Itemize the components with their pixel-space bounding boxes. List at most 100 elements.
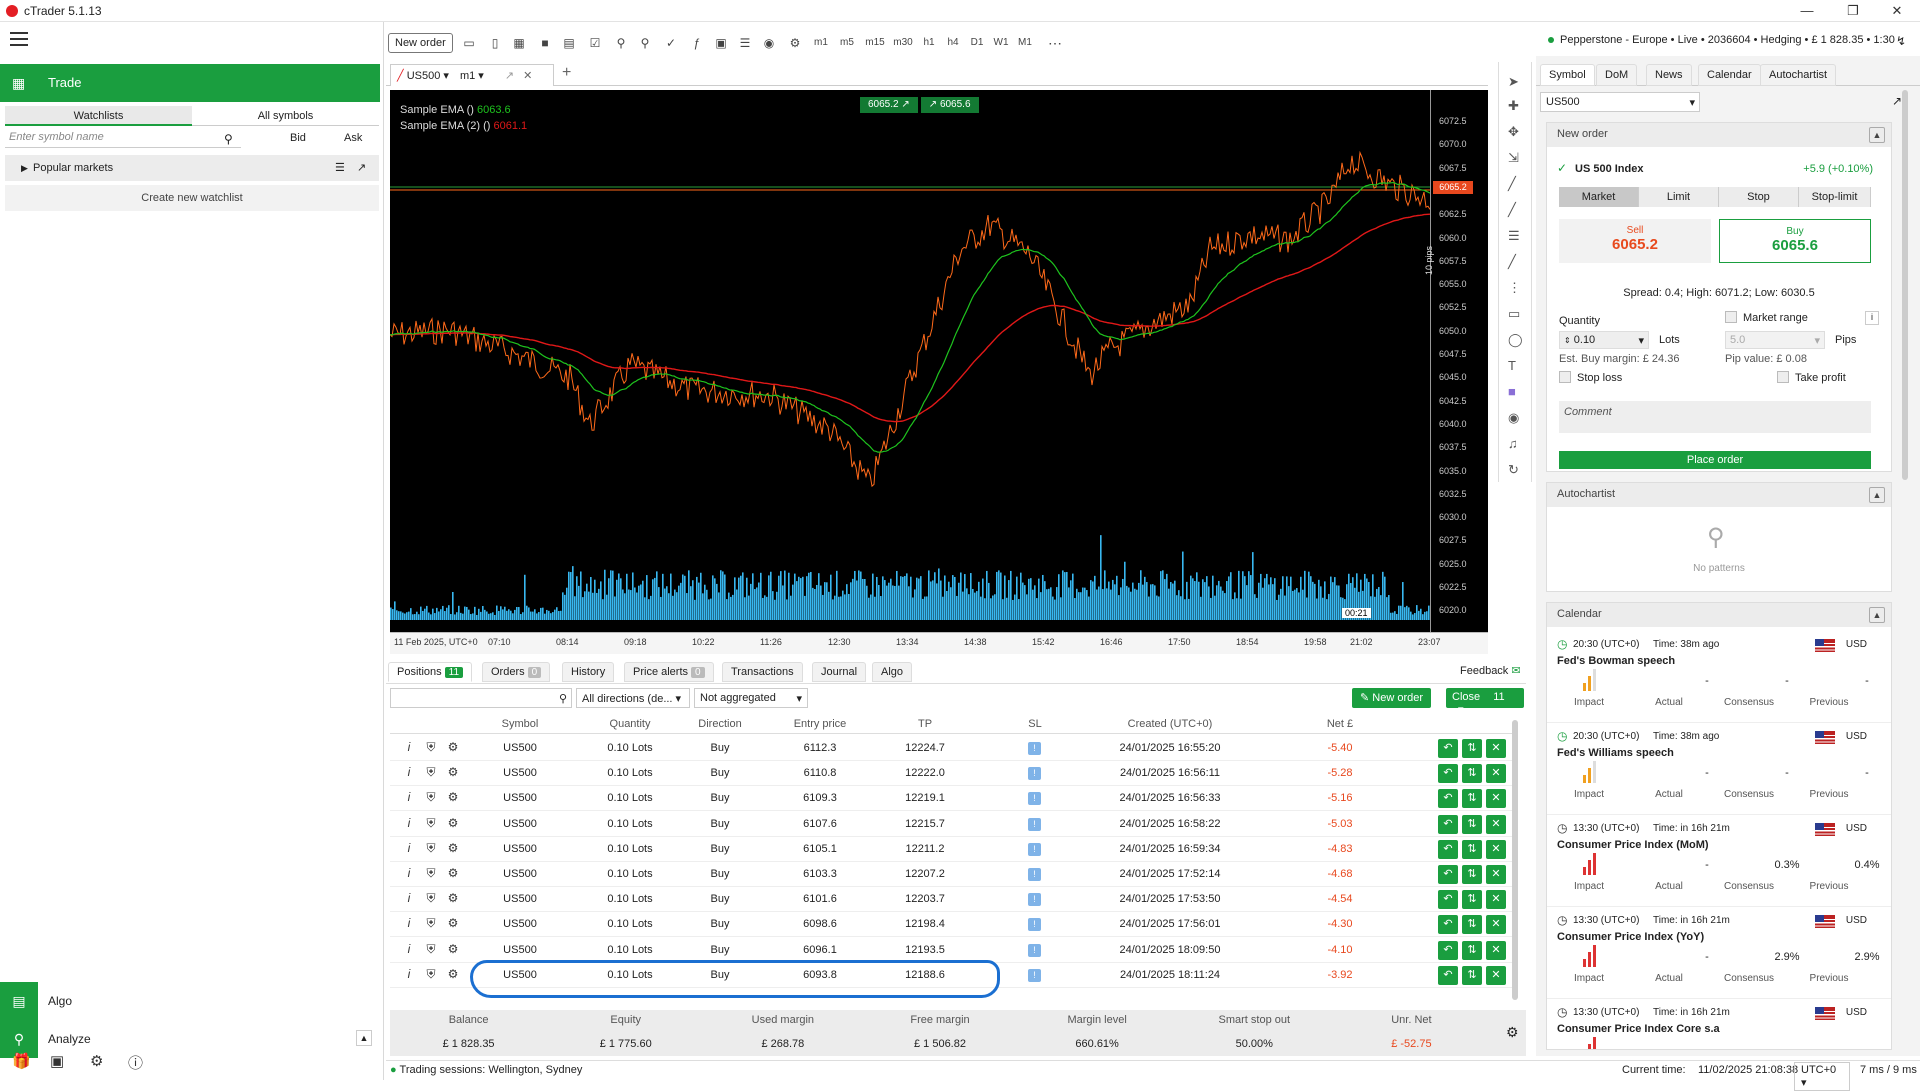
tab-algo[interactable]: Algo — [872, 662, 913, 682]
chart-buy-button[interactable]: ↗ 6065.6 — [920, 97, 979, 113]
pips-input[interactable]: 5.0 ▾ — [1725, 331, 1825, 349]
position-row[interactable]: i ⛨ ⚙ US500 0.10 Lots Buy 6107.6 12215.7 24/01/2… — [390, 812, 1514, 837]
tab-transactions[interactable]: Transactions — [722, 662, 803, 682]
tf-d1[interactable]: D1 — [970, 37, 984, 48]
reverse-position-button[interactable]: ↶ — [1438, 940, 1458, 960]
wallet-icon[interactable]: ▣ — [50, 1053, 65, 1070]
info-icon[interactable]: i — [1865, 311, 1879, 325]
shield-icon[interactable]: ⛨ — [426, 790, 436, 805]
info-icon[interactable]: i — [407, 765, 411, 780]
feedback-button[interactable]: Feedback ✉ — [1460, 664, 1521, 677]
position-row[interactable]: i ⛨ ⚙ US500 0.10 Lots Buy 6112.3 12224.7 24/01/2… — [390, 736, 1514, 761]
shield-icon[interactable]: ⛨ — [426, 740, 436, 754]
close-position-button[interactable]: ✕ — [1486, 764, 1506, 784]
eye-icon[interactable]: ◉ — [763, 36, 775, 50]
price-scale[interactable]: 6072.56070.06067.56065.06062.56060.06057… — [1424, 90, 1488, 632]
collapse-icon[interactable]: ▲ — [1869, 607, 1885, 623]
settings-gear-icon[interactable]: ⚙ — [90, 1053, 104, 1070]
sl-warning-icon[interactable]: ! — [1028, 893, 1041, 907]
tab-price-alerts[interactable]: Price alerts 0 — [624, 662, 714, 682]
reverse-position-button[interactable]: ↶ — [1438, 839, 1458, 859]
double-position-button[interactable]: ⇅ — [1462, 865, 1482, 884]
double-position-button[interactable]: ⇅ — [1462, 739, 1482, 758]
reverse-position-button[interactable]: ↶ — [1438, 865, 1458, 884]
algo-nav[interactable]: ▤ Algo — [0, 982, 380, 1020]
positions-new-order-button[interactable]: ✎ New order — [1352, 688, 1432, 708]
popular-markets-group[interactable]: ▶ Popular markets ☰ ↗ — [5, 155, 379, 181]
camera-icon[interactable]: ◉ — [1508, 410, 1520, 425]
gear-icon[interactable]: ⚙ — [447, 966, 459, 981]
shield-icon[interactable]: ⛨ — [426, 916, 436, 931]
zoom-in-icon[interactable]: ⚲ — [640, 36, 650, 50]
tf-m15[interactable]: m15 — [865, 37, 885, 48]
layers-icon[interactable]: ☰ — [739, 36, 751, 50]
stop-loss-checkbox[interactable] — [1559, 371, 1571, 383]
sl-warning-icon[interactable]: ! — [1028, 742, 1041, 755]
sl-warning-icon[interactable]: ! — [1028, 817, 1041, 831]
list-view-icon[interactable]: ☰ — [335, 162, 345, 174]
ellipse-icon[interactable]: ◯ — [1508, 332, 1523, 347]
ray-icon[interactable]: ╱ — [1508, 202, 1516, 217]
minimize-button[interactable]: — — [1800, 3, 1814, 18]
gear-icon[interactable]: ⚙ — [447, 866, 459, 880]
tf-h4[interactable]: h4 — [947, 37, 959, 48]
screenshot-icon[interactable]: ▣ — [715, 36, 727, 50]
sl-warning-icon[interactable]: ! — [1028, 943, 1041, 957]
position-row[interactable]: i ⛨ ⚙ US500 0.10 Lots Buy 6105.1 12211.2 24/01/2… — [390, 837, 1514, 862]
zoom-out-icon[interactable]: ⚲ — [616, 36, 626, 50]
comment-input[interactable]: Comment — [1559, 401, 1871, 433]
position-row[interactable]: i ⛨ ⚙ US500 0.10 Lots Buy 6093.8 12188.6 24/01/2… — [390, 963, 1514, 988]
analyze-nav[interactable]: ⚲ Analyze ▲ — [0, 1020, 380, 1058]
collapse-icon[interactable]: ▲ — [1869, 127, 1885, 143]
trendline-icon[interactable]: ╱ — [1508, 176, 1516, 191]
sl-warning-icon[interactable]: ! — [1028, 767, 1041, 781]
reverse-position-button[interactable]: ↶ — [1438, 814, 1458, 834]
order-type-stop-limit[interactable]: Stop-limit — [1799, 187, 1871, 207]
rectangle-icon[interactable]: ▭ — [1508, 306, 1521, 321]
shield-icon[interactable]: ⛨ — [426, 765, 436, 780]
shield-icon[interactable]: ⛨ — [426, 891, 436, 906]
shield-icon[interactable]: ⛨ — [426, 815, 436, 830]
position-row[interactable]: i ⛨ ⚙ US500 0.10 Lots Buy 6110.8 12222.0 24/01/2… — [390, 761, 1514, 787]
tab-watchlists[interactable]: Watchlists — [5, 106, 192, 126]
chart-sell-button[interactable]: 6065.2 ↗ — [860, 97, 918, 113]
tab-positions[interactable]: Positions 11 — [388, 662, 473, 682]
replay-icon[interactable]: ↻ — [1508, 462, 1519, 477]
order-type-limit[interactable]: Limit — [1639, 187, 1719, 207]
color-icon[interactable]: ■ — [1508, 384, 1516, 399]
close-position-button[interactable]: ✕ — [1486, 890, 1506, 910]
col-created[interactable]: Created (UTC+0) — [1127, 718, 1213, 730]
tf-m5[interactable]: m5 — [840, 37, 854, 48]
tf-w1[interactable]: W1 — [993, 37, 1009, 48]
gear-icon[interactable]: ⚙ — [447, 941, 459, 956]
templates-icon[interactable]: ☑ — [589, 36, 601, 50]
info-icon[interactable]: i — [407, 966, 411, 981]
gear-icon[interactable]: ⚙ — [447, 740, 459, 754]
close-all-button[interactable]: Close 11 ▾ — [1446, 688, 1524, 716]
timezone-select[interactable]: UTC+0 ▾ — [1794, 1062, 1850, 1091]
tf-m1[interactable]: m1 — [814, 37, 828, 48]
double-position-button[interactable]: ⇅ — [1462, 890, 1482, 910]
right-panel-scrollbar[interactable] — [1902, 90, 1908, 480]
crosshair-icon[interactable]: ✚ — [1508, 98, 1519, 113]
link-chart-icon[interactable]: ▯ — [491, 36, 499, 50]
reverse-position-button[interactable]: ↶ — [1438, 789, 1458, 809]
col-quantity[interactable]: Quantity — [609, 718, 651, 730]
double-position-button[interactable]: ⇅ — [1462, 915, 1482, 935]
position-row[interactable]: i ⛨ ⚙ US500 0.10 Lots Buy 6103.3 12207.2 24/01/2… — [390, 862, 1514, 887]
bell-icon[interactable]: ♫ — [1508, 436, 1518, 451]
quantity-input[interactable]: ⇕ 0.10 ▾ — [1559, 331, 1649, 349]
gear-icon[interactable]: ⚙ — [447, 765, 459, 780]
fibonacci-icon[interactable]: ⋮ — [1508, 280, 1521, 295]
reverse-position-button[interactable]: ↶ — [1438, 890, 1458, 910]
direction-filter-select[interactable]: All directions (de... ▾ — [576, 688, 690, 708]
info-icon[interactable]: i — [407, 815, 411, 830]
line-chart-icon[interactable]: ✓ — [665, 36, 677, 50]
info-icon[interactable]: i — [407, 916, 411, 931]
symbol-search-input[interactable]: Enter symbol name — [5, 128, 241, 148]
col-net[interactable]: Net £ — [1326, 718, 1354, 730]
gear-icon[interactable]: ⚙ — [447, 815, 459, 830]
sell-button[interactable]: Sell 6065.2 — [1559, 219, 1711, 263]
indicators-icon[interactable]: ƒ — [693, 36, 701, 50]
gear-icon[interactable]: ⚙ — [447, 840, 459, 855]
